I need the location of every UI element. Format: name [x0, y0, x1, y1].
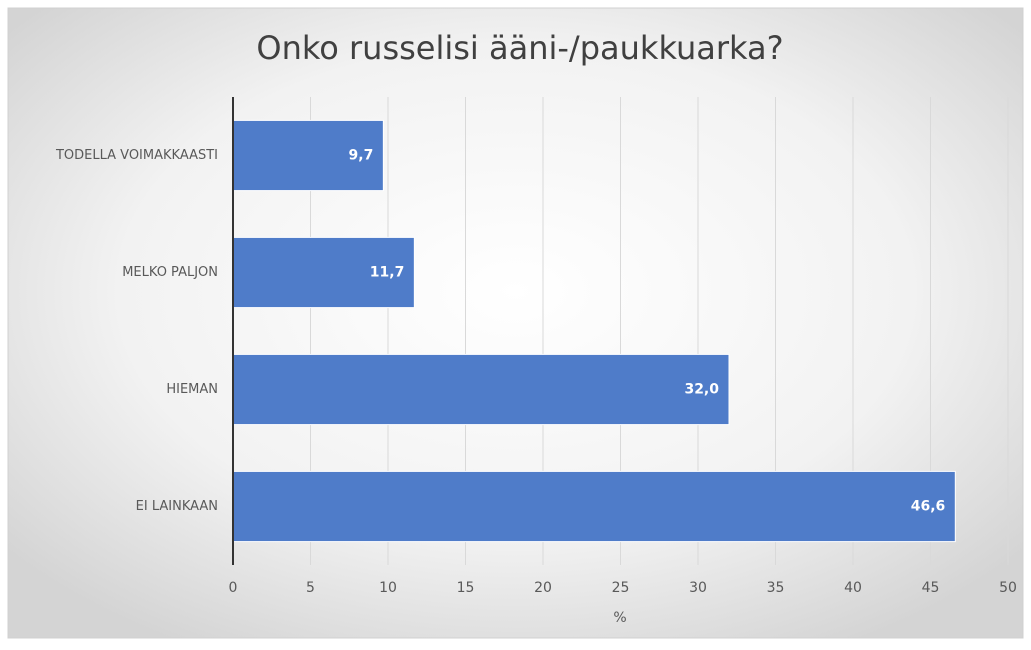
y-tick-label: MELKO PALJON	[122, 265, 218, 280]
value-label: 11,7	[370, 265, 405, 281]
x-tick-label: 0	[229, 580, 238, 596]
bar	[232, 470, 956, 543]
bar	[232, 119, 384, 192]
x-tick-label: 50	[999, 580, 1017, 596]
y-tick-label: TODELLA VOIMAKKAASTI	[55, 148, 218, 163]
x-tick-label: 45	[922, 580, 940, 596]
x-axis-label: %	[613, 610, 626, 626]
chart-title: Onko russelisi ääni-/paukkuarka?	[256, 29, 783, 67]
x-tick-label: 20	[534, 580, 552, 596]
bar	[232, 353, 730, 426]
y-tick-label: HIEMAN	[166, 382, 218, 397]
x-tick-label: 25	[612, 580, 630, 596]
value-label: 46,6	[911, 499, 946, 515]
x-tick-label: 10	[379, 580, 397, 596]
x-tick-label: 30	[689, 580, 707, 596]
x-tick-label: 35	[767, 580, 785, 596]
x-tick-label: 15	[457, 580, 475, 596]
value-label: 9,7	[349, 148, 374, 164]
bar	[232, 236, 415, 309]
x-tick-label: 40	[844, 580, 862, 596]
x-tick-label: 5	[306, 580, 315, 596]
y-tick-label: EI LAINKAAN	[136, 499, 218, 514]
chart-background	[7, 7, 1024, 639]
value-label: 32,0	[684, 382, 719, 398]
